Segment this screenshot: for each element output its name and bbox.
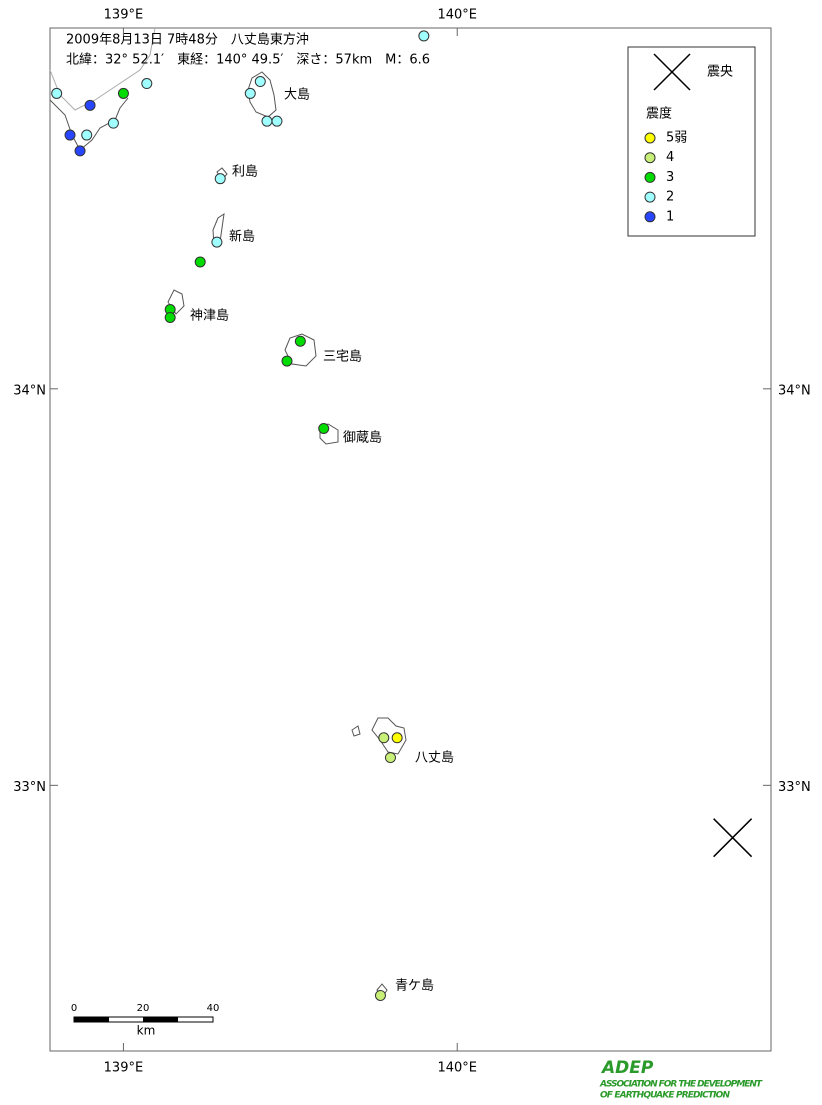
scale-label: 20 xyxy=(137,1003,150,1014)
station-marker xyxy=(74,145,86,157)
island-label: 大島 xyxy=(284,88,310,103)
station-marker xyxy=(418,30,430,42)
legend-marker xyxy=(644,211,656,223)
scale-label: 0 xyxy=(71,1003,77,1014)
title: 2009年8月13日 7時48分 八丈島東方沖 xyxy=(66,32,309,48)
station-marker xyxy=(254,76,266,88)
legend-epicenter: 震央 xyxy=(707,65,733,80)
island-label: 利島 xyxy=(232,165,258,180)
station-marker xyxy=(261,115,273,127)
station-marker xyxy=(281,355,293,367)
station-marker xyxy=(51,87,63,99)
station-marker xyxy=(84,99,96,111)
station-marker xyxy=(107,117,119,129)
legend-label: 5弱 xyxy=(666,131,687,146)
station-marker xyxy=(211,236,223,248)
island-label: 青ケ島 xyxy=(395,979,434,994)
station-marker xyxy=(378,732,390,744)
station-marker xyxy=(141,78,153,90)
x-tick-label: 140°E xyxy=(437,1061,477,1076)
logo-name: ADEP xyxy=(600,1058,654,1078)
island-outline xyxy=(371,717,407,755)
island-label: 御蔵島 xyxy=(343,431,382,446)
station-marker xyxy=(374,989,386,1001)
station-marker xyxy=(318,422,330,434)
island-outline xyxy=(284,333,317,367)
legend-label: 1 xyxy=(666,209,674,224)
island-label: 新島 xyxy=(229,229,255,245)
station-marker xyxy=(117,87,129,99)
x-tick-label: 140°E xyxy=(437,8,477,23)
map-frame xyxy=(49,27,772,1052)
island-label: 八丈島 xyxy=(415,751,454,766)
legend-marker xyxy=(644,132,656,144)
station-marker xyxy=(214,173,226,185)
station-marker xyxy=(64,129,76,141)
scale-bar xyxy=(143,1017,178,1022)
scale-bar xyxy=(74,1017,109,1022)
legend-label: 3 xyxy=(666,170,674,185)
scale-label: 40 xyxy=(207,1003,220,1014)
logo-text: OF EARTHQUAKE PREDICTION xyxy=(600,1091,730,1101)
legend-marker xyxy=(644,171,656,183)
y-tick-label: 34°N xyxy=(13,383,46,398)
station-marker xyxy=(244,87,256,99)
coastline xyxy=(49,97,129,151)
station-marker xyxy=(81,129,93,141)
y-tick-label: 33°N xyxy=(13,780,46,795)
logo-text: ASSOCIATION FOR THE DEVELOPMENT xyxy=(599,1080,763,1090)
island-label: 神津島 xyxy=(190,309,229,324)
x-tick-label: 139°E xyxy=(104,8,144,23)
island-label: 三宅島 xyxy=(323,350,362,365)
scale-unit: km xyxy=(137,1024,156,1038)
station-marker xyxy=(164,311,176,323)
legend-marker xyxy=(644,152,656,164)
y-tick-label: 34°N xyxy=(778,383,811,398)
island-outline xyxy=(351,725,361,737)
legend-epicenter-icon xyxy=(653,53,691,91)
island-outline xyxy=(247,71,277,118)
legend-label: 2 xyxy=(666,190,674,205)
x-tick-label: 139°E xyxy=(104,1061,144,1076)
legend-title: 震度 xyxy=(646,106,672,122)
station-marker xyxy=(391,732,403,744)
station-marker xyxy=(271,115,283,127)
legend-marker xyxy=(644,191,656,203)
subtitle: 北緯：32° 52.1′ 東経：140° 49.5′ 深さ：57km M：6.6 xyxy=(66,52,430,68)
y-tick-label: 33°N xyxy=(778,780,811,795)
epicenter-marker xyxy=(713,818,753,858)
coastline xyxy=(49,27,156,111)
legend-label: 4 xyxy=(666,150,674,165)
station-marker xyxy=(294,335,306,347)
station-marker xyxy=(384,752,396,764)
station-marker xyxy=(194,256,206,268)
island-outline xyxy=(319,423,339,445)
